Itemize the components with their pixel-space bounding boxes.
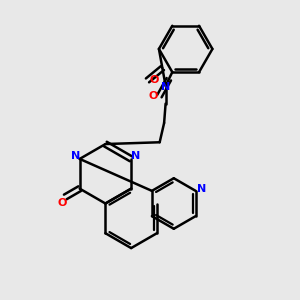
Text: N: N xyxy=(131,151,140,161)
Text: N: N xyxy=(161,82,170,92)
Text: O: O xyxy=(148,91,158,101)
Text: O: O xyxy=(149,75,159,85)
Text: N: N xyxy=(197,184,206,194)
Text: O: O xyxy=(58,199,67,208)
Text: N: N xyxy=(70,151,80,161)
